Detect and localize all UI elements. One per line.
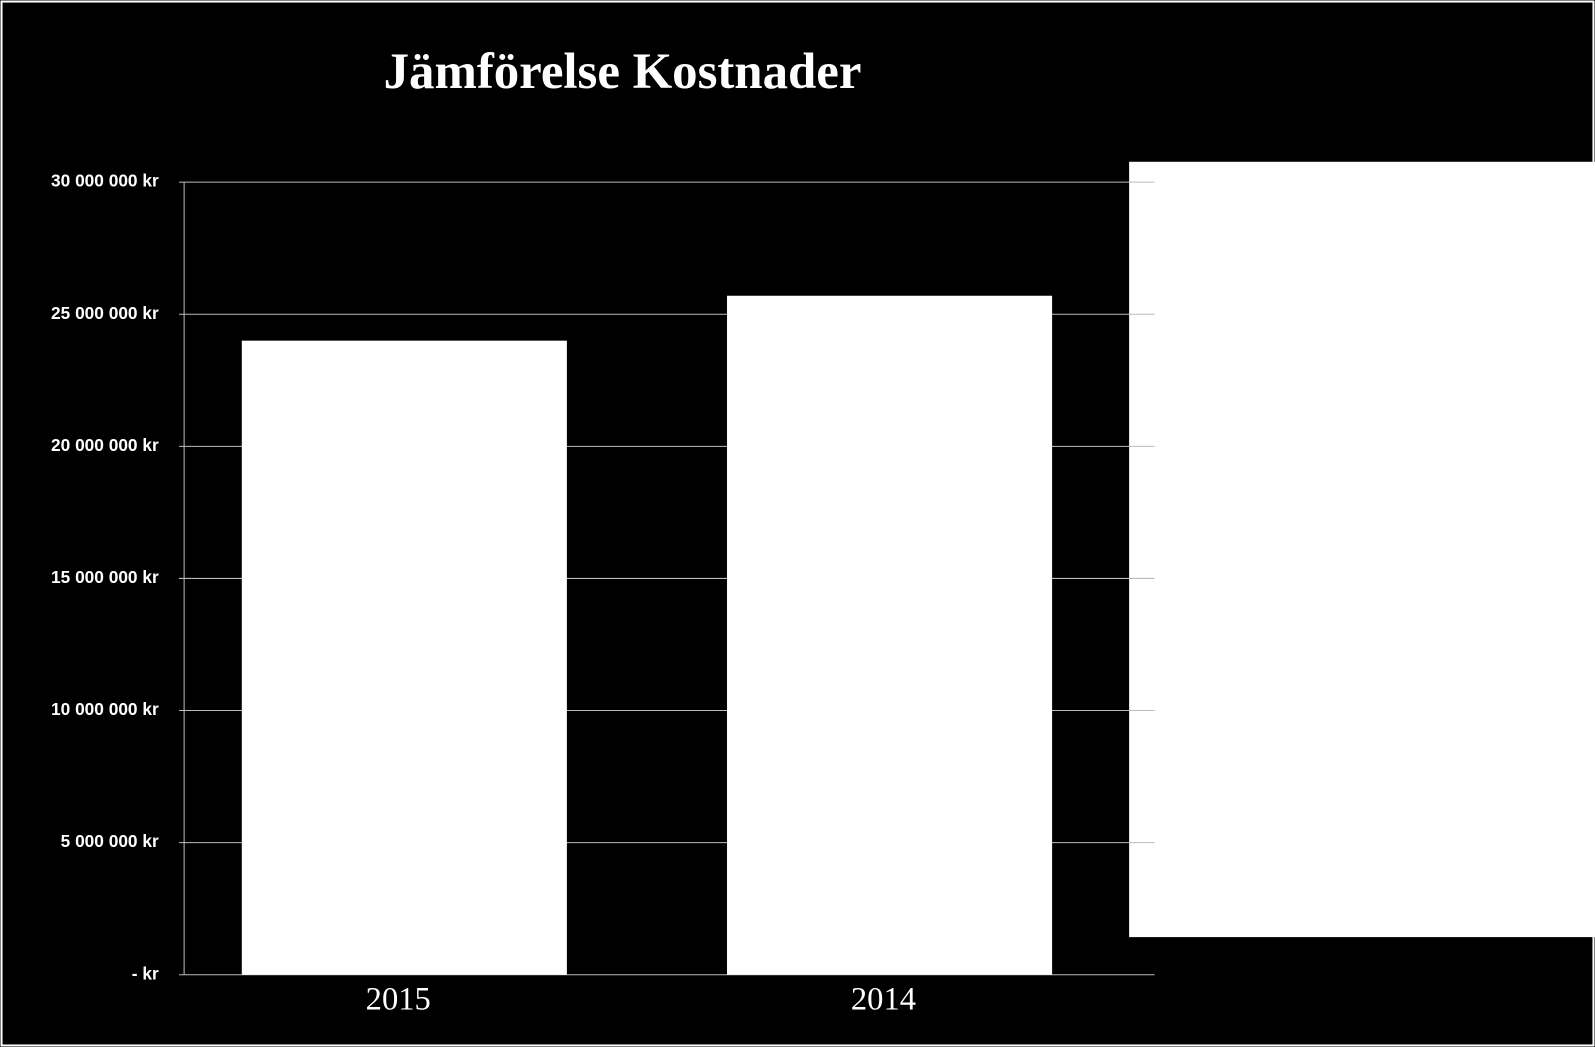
y-tick-label: - kr: [132, 963, 159, 983]
bar: [241, 340, 567, 975]
x-tick-label: 2015: [366, 982, 431, 1018]
chart-title: Jämförelse Kostnader: [384, 44, 862, 100]
y-tick-label: 30 000 000 kr: [51, 171, 159, 191]
y-tick-label: 20 000 000 kr: [51, 435, 159, 455]
x-tick-label: 2014: [851, 982, 916, 1018]
bar: [727, 295, 1053, 975]
y-tick-label: 25 000 000 kr: [51, 303, 159, 323]
y-tick-label: 5 000 000 kr: [61, 831, 159, 851]
legend-box: [1129, 161, 1595, 938]
y-tick-label: 10 000 000 kr: [51, 699, 159, 719]
y-tick-label: 15 000 000 kr: [51, 567, 159, 587]
